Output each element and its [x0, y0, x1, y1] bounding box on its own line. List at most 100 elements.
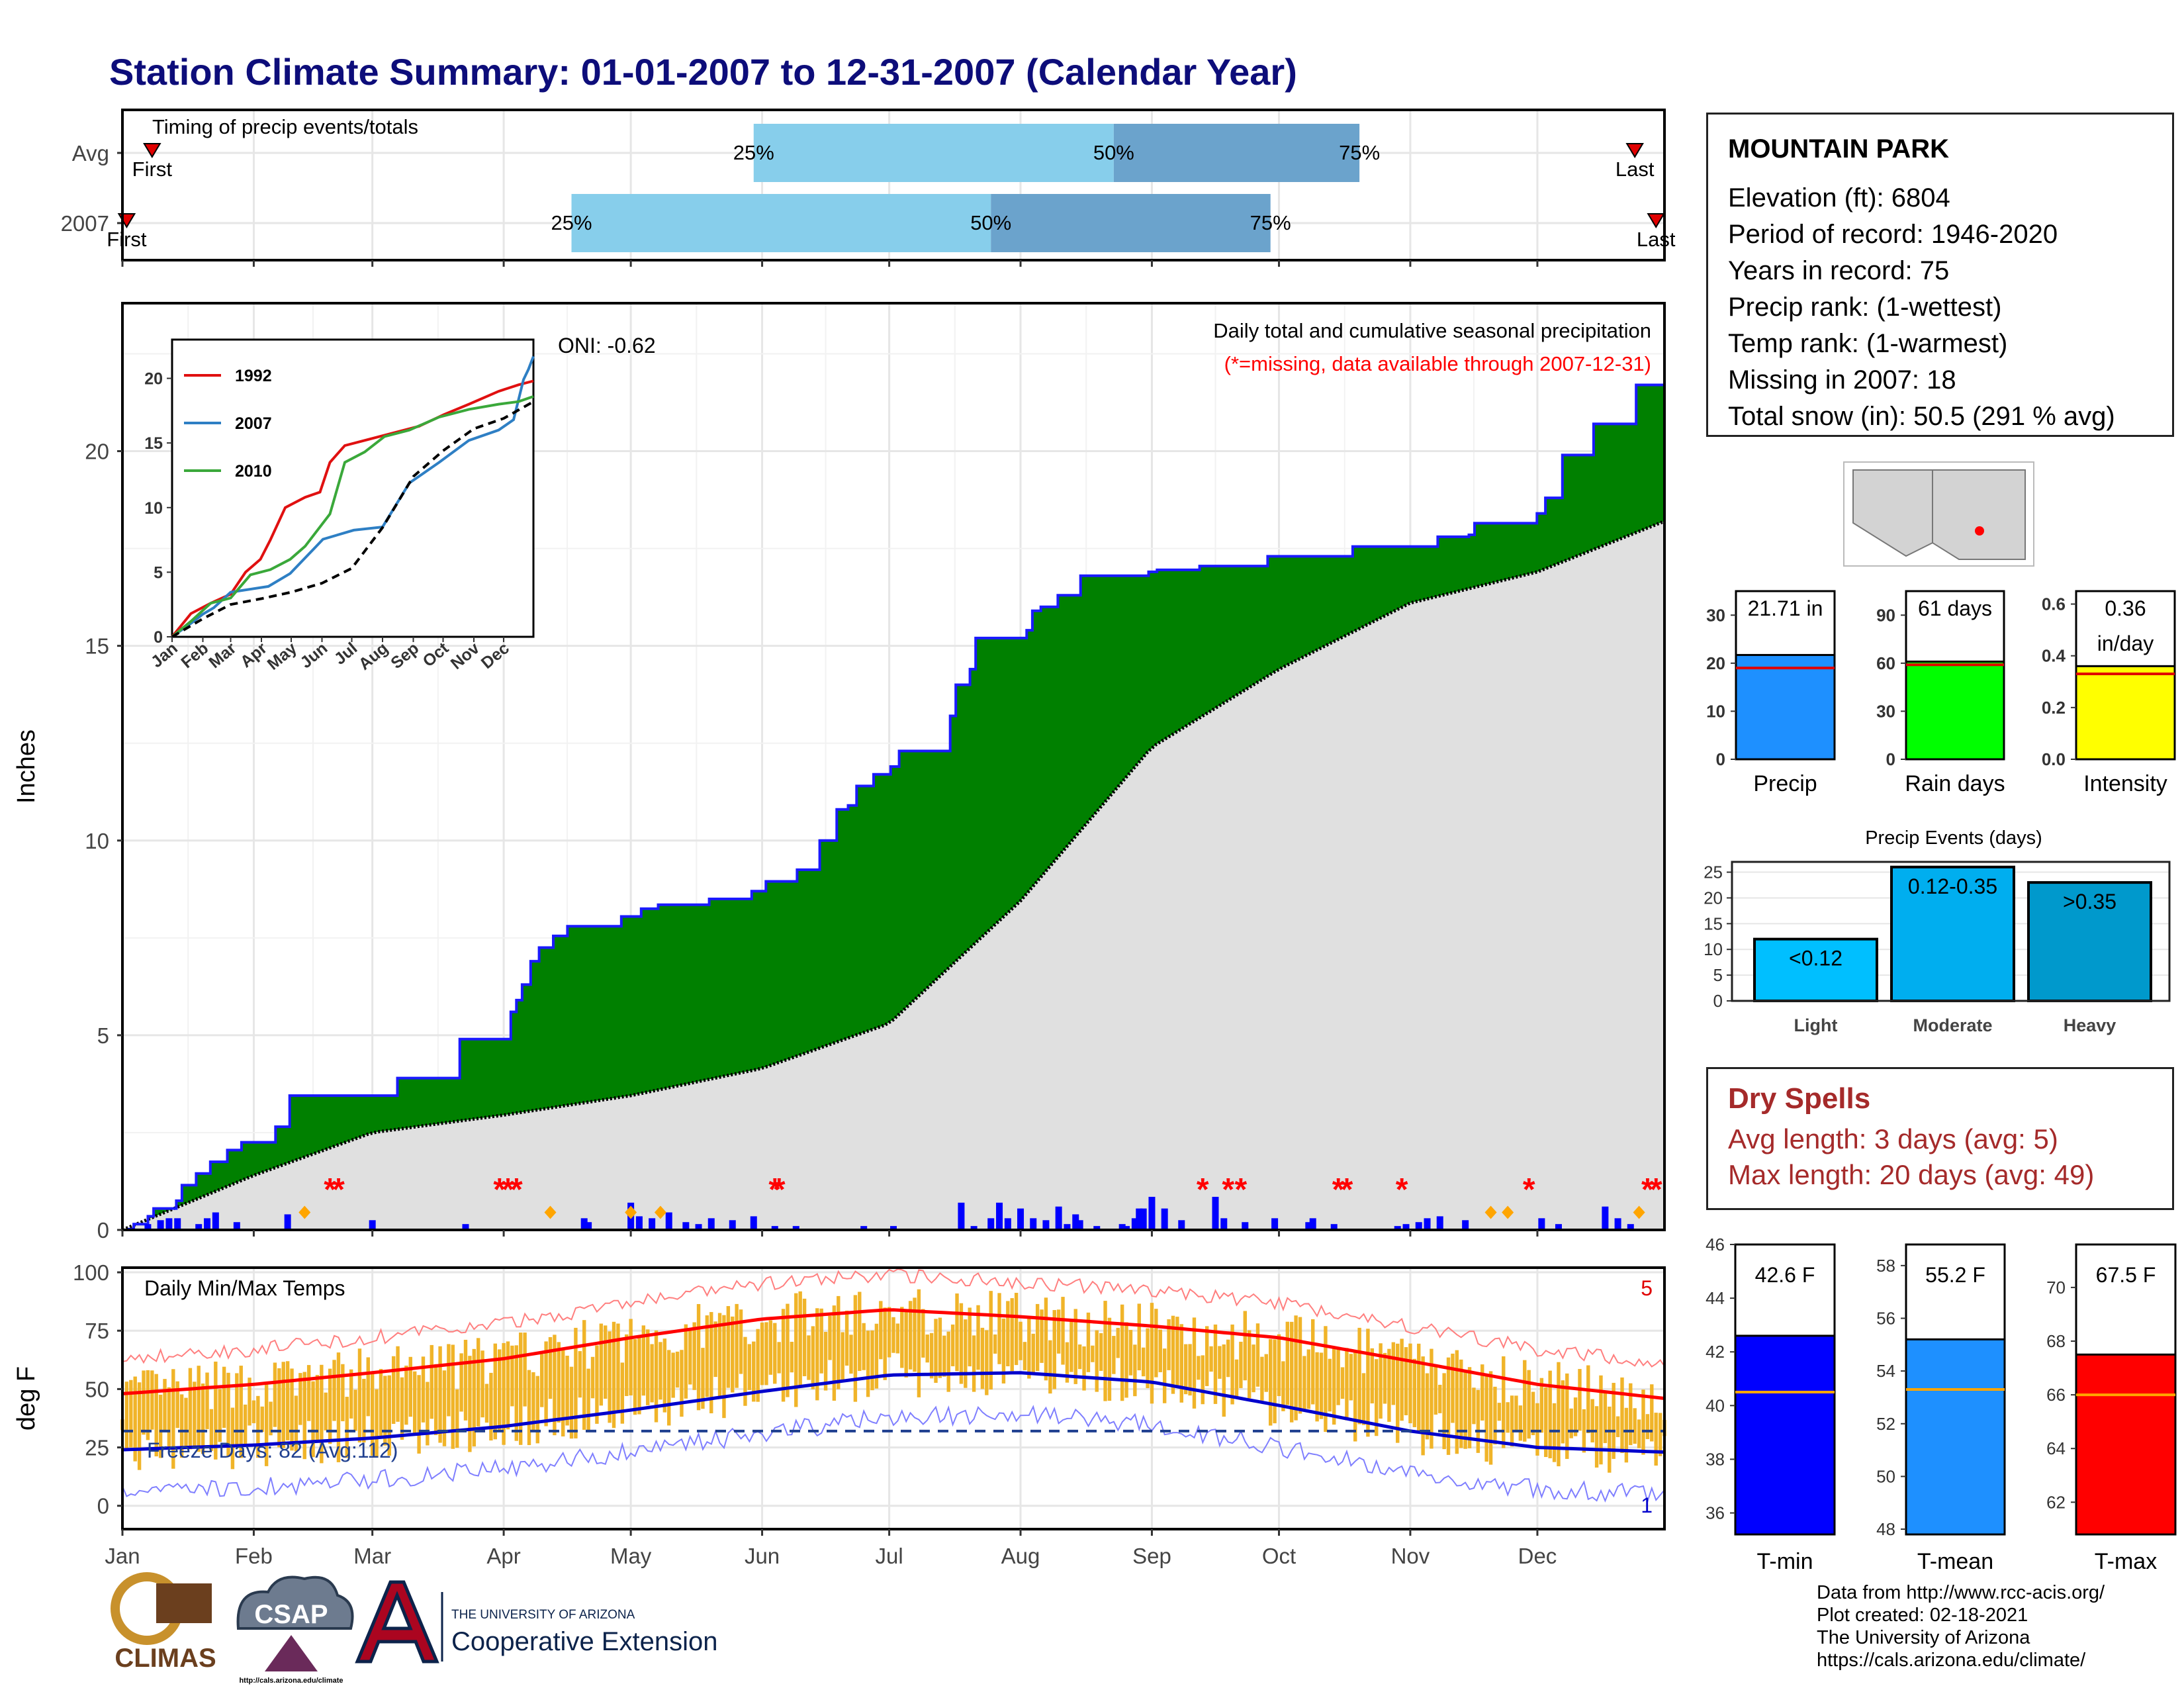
inset-series-line: [171, 355, 535, 638]
daily-precip-bar: [1538, 1218, 1545, 1230]
daily-temp-bar: [205, 1372, 209, 1429]
missing-day-marker: *: [332, 1172, 345, 1207]
precip-y-tick-label: 10: [85, 829, 109, 853]
daily-temp-bar: [1192, 1317, 1197, 1409]
daily-temp-bar: [349, 1369, 353, 1419]
precip-y-tick-label: 5: [97, 1023, 109, 1048]
daily-temp-bar: [412, 1371, 417, 1435]
month-tick-label: Jul: [876, 1544, 903, 1568]
daily-temp-bar: [146, 1370, 150, 1440]
temp-summary-y-tick-label: 62: [2046, 1492, 2066, 1512]
summary-bar: [1905, 660, 2005, 761]
daily-temp-bar: [142, 1370, 146, 1435]
temp-panel: 0 25 50 75 100 Jan Feb Mar Apr May Jun Jul Aug Sep Oct…: [13, 1260, 1666, 1568]
daily-temp-bar: [608, 1331, 612, 1423]
temp-y-axis-label: deg F: [13, 1366, 40, 1430]
daily-temp-bar: [976, 1305, 980, 1370]
temperature-bar-charts: 36 38 40 42 44 46 42.6 F T-min 48 50 52 54 56 58 55.2 …: [1706, 1235, 2177, 1574]
precip-surplus-area: [122, 384, 1664, 1230]
daily-temp-bar: [1222, 1344, 1226, 1417]
daily-temp-bar: [1082, 1346, 1086, 1391]
daily-temp-bar: [480, 1350, 484, 1418]
daily-temp-bar: [171, 1369, 175, 1469]
missing-day-marker: *: [1396, 1172, 1408, 1207]
precip-normal-area: [122, 521, 1664, 1230]
daily-temp-bar: [1375, 1359, 1379, 1436]
daily-precip-bar: [958, 1202, 965, 1230]
timing-panel: 25% 50% 75% First Last Avg 25% 50% 75% First Last 2…: [61, 109, 1676, 267]
daily-temp-bar: [599, 1323, 604, 1406]
month-tick-label: Feb: [235, 1544, 273, 1568]
daily-temp-bar: [1345, 1348, 1349, 1421]
freeze-days-label: Freeze Days: 82 (Avg:112): [147, 1438, 398, 1462]
daily-temp-bar: [946, 1331, 950, 1392]
daily-temp-bar: [1255, 1323, 1260, 1387]
daily-temp-bar: [129, 1380, 133, 1448]
events-bar: [1890, 865, 2015, 1003]
daily-temp-bar: [476, 1338, 480, 1427]
daily-temp-bar: [1654, 1413, 1658, 1466]
daily-temp-bar: [553, 1335, 557, 1436]
daily-temp-bar: [472, 1348, 476, 1447]
daily-temp-bar: [1476, 1389, 1480, 1453]
daily-temp-bar: [1565, 1373, 1569, 1459]
temp-summary-y-tick-label: 46: [1706, 1235, 1725, 1254]
daily-temp-bar: [1239, 1341, 1243, 1388]
daily-temp-bar: [379, 1368, 383, 1438]
daily-temp-bar: [980, 1327, 985, 1389]
daily-temp-bar: [794, 1293, 798, 1407]
daily-temp-bar: [798, 1291, 802, 1388]
events-y-tick-label: 25: [1704, 863, 1723, 882]
summary-value-label: 61 days: [1918, 596, 1992, 620]
daily-temp-bar: [1620, 1377, 1624, 1454]
daily-temp-bar: [1349, 1354, 1353, 1401]
inset-y-tick-label: 15: [144, 434, 163, 453]
daily-temp-bar: [1141, 1347, 1146, 1377]
daily-temp-bar: [1010, 1298, 1014, 1372]
daily-temp-bar: [942, 1335, 946, 1377]
inset-y-tick-label: 0: [154, 628, 163, 647]
daily-temp-bar: [1179, 1324, 1183, 1403]
summary-y-tick-label: 0.0: [2042, 749, 2066, 769]
dry-spells-avg: Avg length: 3 days (avg: 5): [1728, 1123, 2058, 1154]
temp-summary-label: T-max: [2095, 1549, 2157, 1574]
daily-temp-bar: [578, 1351, 582, 1398]
daily-precip-bar: [174, 1218, 181, 1230]
daily-temp-bar: [273, 1362, 277, 1427]
timing-bar-50-75: [1113, 124, 1360, 182]
daily-temp-bar: [548, 1336, 553, 1399]
daily-precip-bar: [1436, 1216, 1443, 1230]
daily-precip-bar: [1242, 1222, 1249, 1230]
timing-label-75: 75%: [1250, 211, 1291, 234]
daily-temp-bar: [1268, 1338, 1273, 1426]
station-elevation: Elevation (ft): 6804: [1728, 183, 1950, 212]
missing-day-marker: *: [1197, 1172, 1209, 1207]
daily-temp-bar: [925, 1335, 929, 1363]
daily-precip-bar: [212, 1212, 219, 1230]
daily-temp-bar: [997, 1293, 1001, 1364]
daily-temp-bar: [391, 1356, 396, 1424]
daily-temp-bar: [1332, 1347, 1336, 1425]
events-bar: [2027, 881, 2152, 1002]
daily-temp-bar: [1319, 1352, 1324, 1419]
daily-precip-bar: [369, 1220, 376, 1230]
daily-temp-bar: [285, 1361, 290, 1440]
daily-temp-bar: [489, 1372, 493, 1441]
precip-panel-title: Daily total and cumulative seasonal prec…: [1213, 319, 1651, 342]
daily-temp-bar: [167, 1387, 171, 1448]
daily-precip-bar: [1462, 1220, 1469, 1230]
daily-temp-bar: [743, 1336, 747, 1406]
precip-y-tick-label: 15: [85, 634, 109, 659]
daily-temp-bar: [1459, 1359, 1463, 1448]
timing-bar-50-75: [991, 194, 1271, 252]
temp-y-tick-label: 25: [85, 1436, 109, 1460]
daily-temp-bar: [1048, 1340, 1052, 1394]
daily-precip-bar: [1178, 1220, 1185, 1230]
daily-temp-bar: [1442, 1373, 1446, 1450]
daily-temp-bar: [1518, 1405, 1523, 1441]
daily-precip-bar: [1330, 1224, 1338, 1230]
daily-temp-bar: [269, 1401, 273, 1436]
daily-temp-bar: [1023, 1342, 1027, 1370]
daily-temp-bar: [1281, 1361, 1285, 1411]
daily-temp-bar: [1209, 1346, 1213, 1372]
